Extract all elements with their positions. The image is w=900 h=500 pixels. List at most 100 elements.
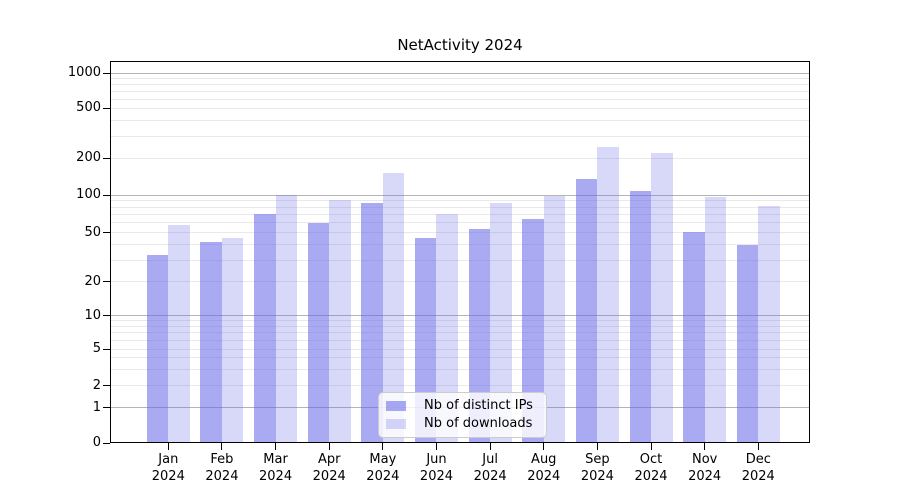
x-tick-label-feb: Feb 2024: [205, 452, 239, 484]
bar-nb-of-distinct-ips-oct: [629, 191, 652, 443]
bar-nb-of-downloads-aug: [543, 195, 566, 443]
bar-nb-of-downloads-feb: [221, 238, 244, 443]
bar-nb-of-distinct-ips-mar: [254, 214, 276, 443]
minor-gridline: [110, 320, 810, 322]
chart-title: NetActivity 2024: [397, 36, 523, 54]
legend: Nb of distinct IPs Nb of downloads: [378, 392, 547, 438]
bar-nb-of-downloads-nov: [704, 197, 727, 443]
minor-gridline: [110, 84, 810, 86]
minor-gridline: [110, 259, 810, 261]
minor-gridline: [110, 206, 810, 208]
x-tick-mark: [757, 443, 759, 450]
x-tick-mark: [275, 443, 277, 450]
x-tick-mark: [596, 443, 598, 450]
y-tick-mark: [103, 107, 110, 109]
x-tick-label-jan: Jan 2024: [151, 452, 185, 484]
x-tick-label-jul: Jul 2024: [473, 452, 507, 484]
x-tick-mark: [221, 443, 223, 450]
y-tick-label: 10: [84, 307, 101, 323]
minor-gridline: [110, 281, 810, 283]
y-tick-mark: [103, 315, 110, 317]
minor-gridline: [110, 244, 810, 246]
x-tick-label-jun: Jun 2024: [419, 452, 454, 484]
x-tick-label-dec: Dec 2024: [741, 452, 775, 484]
minor-gridline: [110, 135, 810, 137]
bar-nb-of-distinct-ips-jan: [146, 254, 169, 443]
bar-nb-of-downloads-may: [382, 172, 405, 443]
bar-nb-of-downloads-sep: [597, 146, 619, 443]
x-tick-mark: [489, 443, 491, 450]
minor-gridline: [110, 98, 810, 100]
major-gridline: [110, 315, 810, 317]
minor-gridline: [110, 222, 810, 224]
minor-gridline: [110, 348, 810, 350]
bar-nb-of-downloads-dec: [758, 205, 780, 443]
bar-nb-of-distinct-ips-may: [361, 202, 383, 443]
y-tick-label: 20: [84, 273, 101, 289]
x-tick-label-mar: Mar 2024: [259, 452, 293, 484]
minor-gridline: [110, 78, 810, 80]
minor-gridline: [110, 157, 810, 159]
x-tick-mark: [167, 443, 169, 450]
legend-item-distinct-ips: Nb of distinct IPs: [386, 398, 546, 414]
bar-nb-of-distinct-ips-jul: [468, 228, 491, 443]
x-tick-label-oct: Oct 2024: [634, 452, 668, 484]
legend-item-downloads: Nb of downloads: [386, 416, 546, 432]
major-gridline: [110, 194, 810, 196]
bar-nb-of-distinct-ips-nov: [683, 231, 705, 443]
x-tick-label-aug: Aug 2024: [527, 452, 561, 484]
x-tick-mark: [704, 443, 706, 450]
x-tick-label-apr: Apr 2024: [312, 452, 346, 484]
minor-gridline: [110, 325, 810, 327]
x-tick-mark: [435, 443, 437, 450]
y-tick-mark: [103, 385, 110, 387]
x-tick-label-sep: Sep 2024: [580, 452, 614, 484]
x-tick-label-nov: Nov 2024: [688, 452, 722, 484]
bar-nb-of-downloads-mar: [275, 195, 298, 443]
y-tick-label: 5: [92, 341, 101, 356]
y-tick-mark: [103, 157, 110, 159]
minor-gridline: [110, 213, 810, 215]
y-tick-mark: [103, 348, 110, 350]
legend-label-downloads: Nb of downloads: [424, 416, 533, 431]
legend-swatch-downloads: [386, 419, 406, 429]
minor-gridline: [110, 200, 810, 202]
y-tick-mark: [103, 407, 110, 409]
minor-gridline: [110, 119, 810, 121]
legend-label-distinct-ips: Nb of distinct IPs: [424, 398, 533, 413]
bar-nb-of-distinct-ips-aug: [522, 219, 544, 443]
bar-nb-of-downloads-jan: [168, 224, 190, 443]
y-tick-label: 1: [92, 399, 101, 415]
minor-gridline: [110, 90, 810, 92]
x-tick-label-may: May 2024: [366, 452, 400, 484]
y-tick-mark: [103, 442, 110, 444]
minor-gridline: [110, 385, 810, 387]
y-tick-mark: [103, 281, 110, 283]
y-tick-label: 500: [76, 100, 101, 116]
y-tick-label: 50: [84, 224, 101, 240]
x-tick-mark: [543, 443, 545, 450]
bar-nb-of-distinct-ips-sep: [575, 178, 598, 443]
minor-gridline: [110, 357, 810, 359]
legend-swatch-distinct-ips: [386, 401, 406, 411]
bar-nb-of-distinct-ips-jun: [414, 238, 437, 443]
y-tick-label: 0: [92, 435, 101, 450]
bar-nb-of-distinct-ips-apr: [307, 222, 330, 443]
minor-gridline: [110, 232, 810, 234]
y-tick-mark: [103, 232, 110, 234]
x-tick-mark: [650, 443, 652, 450]
y-tick-mark: [103, 72, 110, 74]
minor-gridline: [110, 107, 810, 109]
bar-nb-of-downloads-jul: [490, 202, 512, 443]
bar-nb-of-distinct-ips-dec: [736, 244, 759, 443]
y-tick-label: 100: [76, 187, 101, 202]
minor-gridline: [110, 368, 810, 370]
y-tick-mark: [103, 194, 110, 196]
bar-nb-of-downloads-jun: [436, 213, 458, 443]
x-tick-mark: [382, 443, 384, 450]
x-tick-mark: [328, 443, 330, 450]
